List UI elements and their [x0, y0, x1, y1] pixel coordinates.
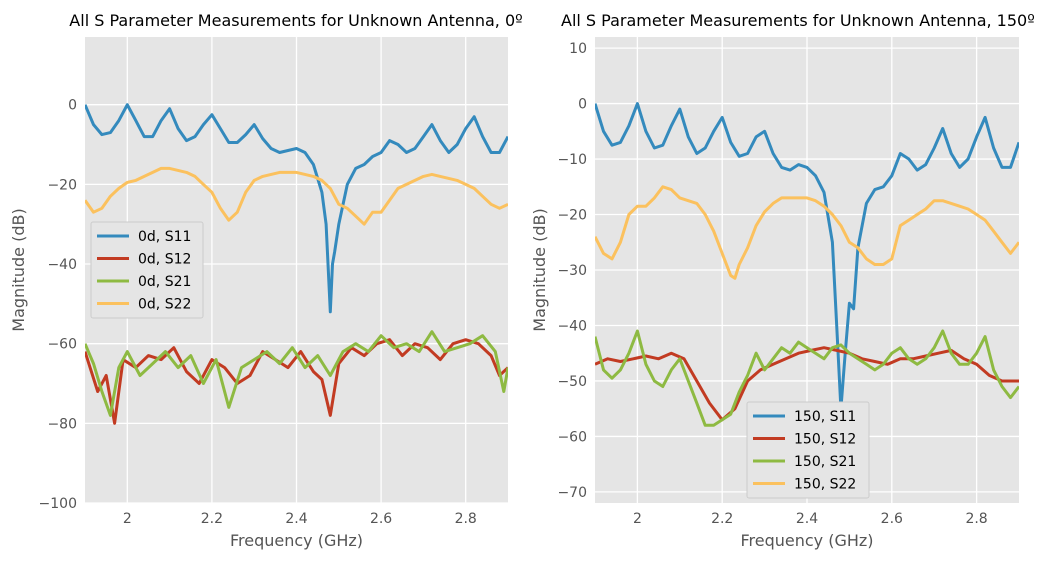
x-tick-label: 2.4 — [796, 511, 818, 527]
x-tick-label: 2.8 — [965, 511, 987, 527]
y-tick-label: −60 — [47, 337, 77, 353]
x-axis-label: Frequency (GHz) — [740, 531, 873, 550]
y-axis-label: Magnitude (dB) — [9, 208, 28, 331]
legend-label: 0d, S11 — [138, 229, 191, 245]
y-tick-label: −50 — [557, 374, 587, 390]
legend-label: 150, S12 — [794, 432, 856, 448]
y-tick-label: −80 — [47, 416, 77, 432]
series-line-0d-s12 — [85, 338, 508, 425]
y-tick-label: −100 — [39, 496, 77, 512]
y-tick-label: −10 — [557, 152, 587, 168]
legend: 150, S11 150, S12 150, S21 150, S22 — [746, 401, 870, 499]
x-tick-label: 2 — [123, 511, 132, 527]
series-line-150-s21 — [595, 329, 1019, 427]
y-tick-label: −70 — [557, 485, 587, 501]
x-tick-label: 2.6 — [881, 511, 903, 527]
y-tick-label: 0 — [68, 98, 77, 114]
legend-label: 150, S21 — [794, 454, 856, 470]
legend-label: 150, S11 — [794, 409, 856, 425]
y-tick-label: 0 — [578, 97, 587, 113]
y-tick-label: −30 — [557, 263, 587, 279]
y-tick-label: −60 — [557, 429, 587, 445]
series-line-150-s12 — [595, 346, 1019, 422]
series-line-150-s22 — [595, 185, 1019, 280]
chart-title: All S Parameter Measurements for Unknown… — [69, 11, 522, 30]
legend-label: 150, S22 — [794, 477, 856, 493]
x-tick-label: 2.2 — [201, 511, 223, 527]
series-line-150-s11 — [595, 102, 1019, 411]
x-tick-label: 2.4 — [285, 511, 307, 527]
series-line-0d-s21 — [85, 330, 508, 417]
y-tick-label: −40 — [47, 257, 77, 273]
y-axis-label: Magnitude (dB) — [530, 208, 549, 331]
legend-label: 0d, S21 — [138, 274, 191, 290]
legend-box — [746, 401, 870, 499]
series-line-0d-s11 — [85, 103, 508, 314]
y-tick-label: −20 — [557, 208, 587, 224]
y-tick-label: 10 — [569, 41, 587, 57]
series-line-0d-s22 — [85, 166, 508, 226]
legend-box — [90, 221, 204, 319]
legend: 0d, S11 0d, S12 0d, S21 0d, S22 — [90, 221, 204, 319]
series-group — [595, 102, 1019, 427]
chart-panel-2: 2 2.2 2.4 2.6 2.8 10 0 −10 −20 −30 −40 −50 −60 −70 All… — [530, 11, 1035, 550]
y-tick-label: −40 — [557, 318, 587, 334]
x-axis-label: Frequency (GHz) — [230, 531, 363, 550]
x-tick-label: 2.2 — [711, 511, 733, 527]
legend-label: 0d, S22 — [138, 297, 191, 313]
legend-label: 0d, S12 — [138, 252, 191, 268]
x-tick-label: 2.8 — [455, 511, 477, 527]
series-group — [85, 103, 508, 425]
x-tick-label: 2 — [633, 511, 642, 527]
chart-title: All S Parameter Measurements for Unknown… — [561, 11, 1035, 30]
x-tick-label: 2.6 — [370, 511, 392, 527]
chart-panel-1: 2 2.2 2.4 2.6 2.8 0 −20 −40 −60 −80 −100 All S Para… — [9, 11, 523, 550]
y-tick-label: −20 — [47, 177, 77, 193]
